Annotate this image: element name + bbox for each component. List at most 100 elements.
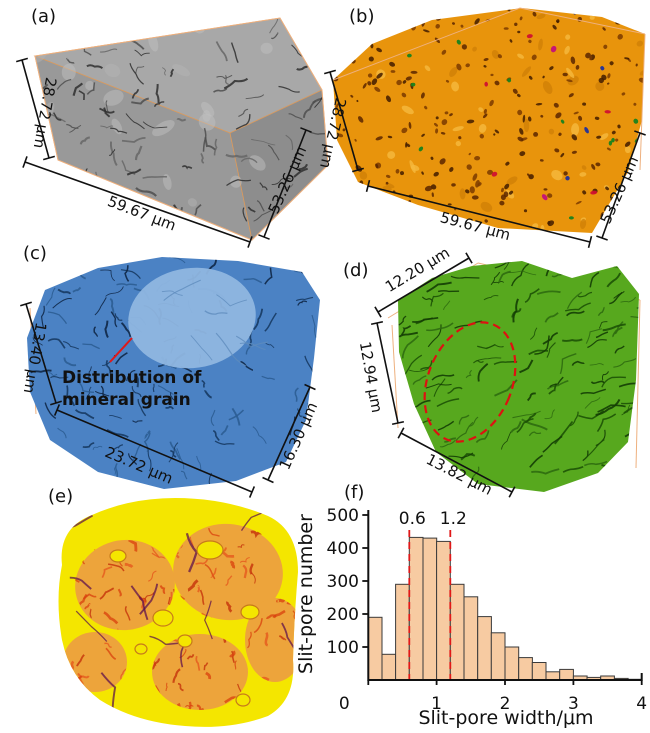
om-dark xyxy=(519,128,524,135)
om-light xyxy=(478,107,484,112)
rock-crack xyxy=(215,41,228,62)
om-dark xyxy=(466,119,475,124)
grain-lamination xyxy=(601,371,609,381)
om-dark xyxy=(484,219,488,223)
y-tick-label: 300 xyxy=(327,572,359,592)
om-light xyxy=(347,52,356,61)
om-dark xyxy=(336,14,340,19)
om-dark xyxy=(337,133,344,138)
clay-crack xyxy=(109,297,115,315)
grain-lamination xyxy=(465,369,473,379)
om-light xyxy=(589,15,595,20)
grain-lamination xyxy=(601,376,626,388)
grain-lamination xyxy=(595,398,621,416)
red-mottle xyxy=(104,642,112,648)
om-dark xyxy=(494,129,500,134)
rock-crack xyxy=(247,206,256,213)
om-dark xyxy=(406,143,411,147)
rock-crack xyxy=(238,108,249,118)
rock-highlight xyxy=(230,175,242,188)
block-a-wireframe xyxy=(34,17,329,241)
clay-crack xyxy=(180,470,188,480)
rock-crack xyxy=(176,118,187,122)
dimension-end-tick xyxy=(43,155,55,161)
red-mottle xyxy=(77,672,90,679)
dimension-line xyxy=(56,409,253,493)
rock-crack xyxy=(285,134,294,151)
rock-crack xyxy=(288,113,303,121)
grain-lamination xyxy=(562,465,584,473)
rock-crack xyxy=(110,127,128,134)
histogram-bar xyxy=(408,536,424,681)
grain-lamination xyxy=(458,414,470,425)
om-dark xyxy=(512,88,518,94)
dimension-end-tick xyxy=(247,236,253,248)
mineral-speck xyxy=(507,78,512,83)
om-dark xyxy=(468,152,472,156)
om-light xyxy=(523,118,530,133)
clay-crack xyxy=(114,352,128,365)
om-dark xyxy=(449,167,454,172)
grain-streak xyxy=(161,290,183,296)
rock-crack xyxy=(37,31,44,52)
om-dark xyxy=(624,141,631,147)
rock-crack xyxy=(278,85,300,93)
mineral-speck xyxy=(560,119,565,124)
om-dark xyxy=(421,171,424,175)
red-mottle xyxy=(249,563,254,575)
dimension-lines xyxy=(16,57,646,498)
om-dark xyxy=(335,103,339,110)
om-dark xyxy=(367,73,373,78)
om-dark xyxy=(571,134,578,141)
om-dark xyxy=(363,224,369,229)
om-light xyxy=(536,13,546,20)
rock-highlight xyxy=(308,54,322,66)
om-light xyxy=(449,67,458,77)
grain-lamination xyxy=(587,339,607,349)
om-dark xyxy=(523,209,528,213)
om-light xyxy=(339,209,345,218)
rock-crack xyxy=(225,153,248,158)
clay-crack xyxy=(41,305,45,328)
rock-crack xyxy=(235,114,251,130)
grain-lamination xyxy=(597,404,626,413)
rock-crack xyxy=(79,136,90,145)
red-mottle xyxy=(124,562,134,569)
mineral-speck xyxy=(584,127,589,134)
om-dark xyxy=(634,210,640,215)
om-dark xyxy=(424,105,428,110)
clay-crack xyxy=(126,369,136,382)
om-dark xyxy=(553,102,559,108)
rock-crack xyxy=(170,20,193,28)
rock-crack xyxy=(131,88,140,99)
rock-crack xyxy=(126,168,142,176)
clay-crack xyxy=(245,344,253,355)
grain-streak xyxy=(190,335,213,361)
rock-crack xyxy=(102,29,122,38)
clay-crack xyxy=(57,427,67,439)
red-mottle xyxy=(195,557,209,565)
om-dark xyxy=(625,224,630,230)
red-mottle xyxy=(266,614,277,620)
om-dark xyxy=(355,200,360,207)
rock-highlight xyxy=(85,80,95,91)
red-mottle xyxy=(226,601,233,613)
grain-lamination xyxy=(526,392,536,402)
dimension-line xyxy=(601,132,641,239)
rock-crack xyxy=(69,124,82,133)
om-light xyxy=(521,66,532,77)
clay-crack xyxy=(92,445,103,450)
dimension-end-tick xyxy=(391,420,405,426)
dimension-end-tick xyxy=(304,383,316,391)
grain-lamination xyxy=(524,288,540,304)
red-mottle xyxy=(264,631,269,647)
y-tick-label: 100 xyxy=(327,638,359,658)
om-dark xyxy=(516,93,521,98)
rock-crack xyxy=(39,233,58,237)
om-dark xyxy=(606,147,611,151)
om-dark xyxy=(474,155,481,161)
rock-highlight xyxy=(152,120,175,137)
grain-lamination xyxy=(601,463,624,471)
om-dark xyxy=(489,99,494,107)
rock-crack xyxy=(269,18,279,34)
